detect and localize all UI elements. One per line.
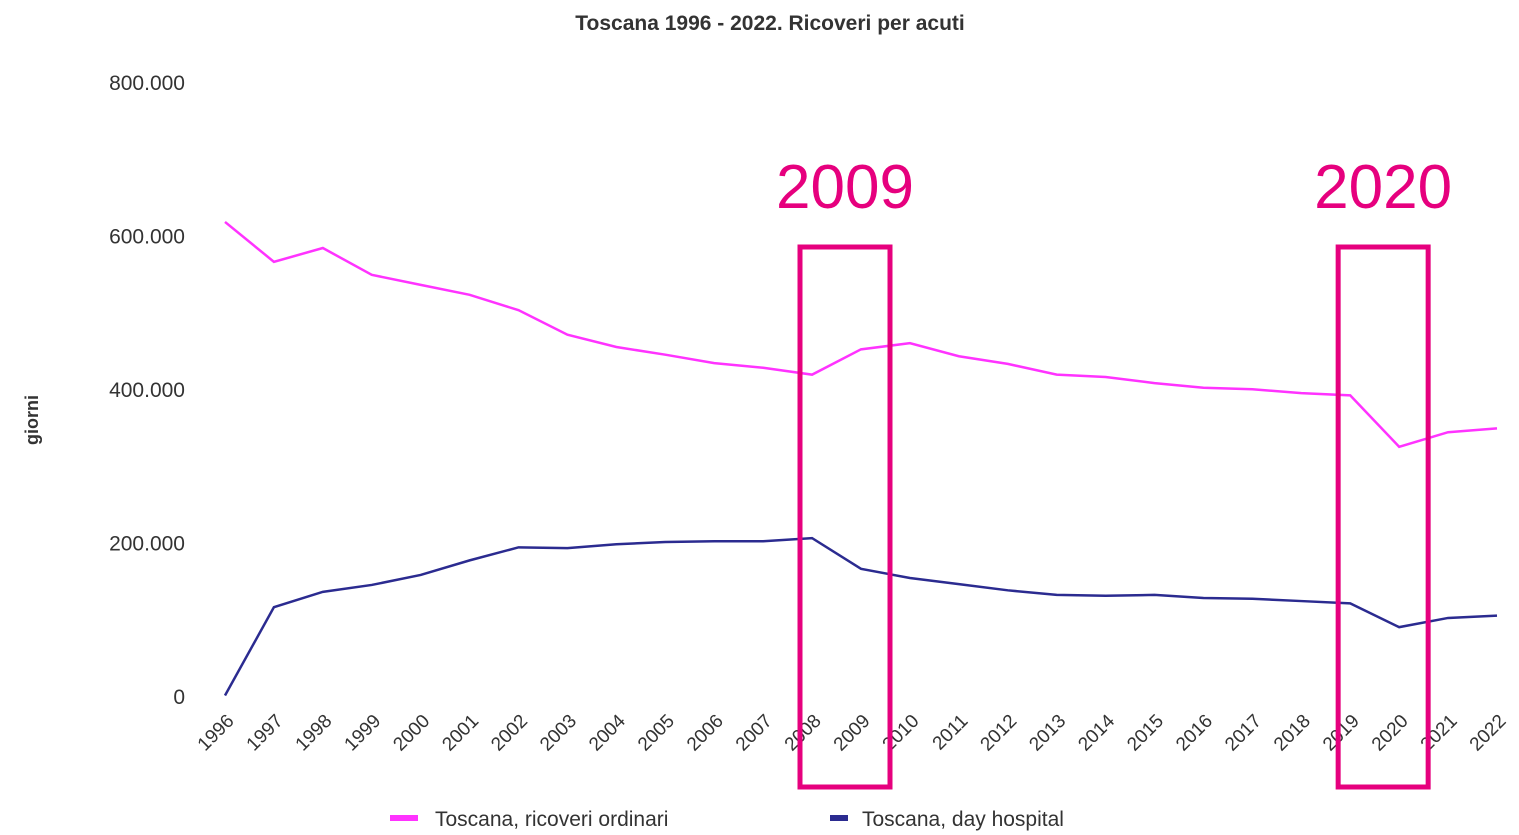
x-tick-label: 2011 [929,711,973,755]
series-line [224,220,1498,449]
y-tick-label: 200.000 [109,533,185,556]
x-tick-label: 1997 [243,711,288,756]
x-tick-label: 2018 [1270,711,1315,756]
x-tick-label: 2016 [1172,711,1217,756]
x-tick-label: 2006 [683,711,728,756]
x-tick-label: 1998 [292,711,337,756]
y-tick-label: 800.000 [109,72,185,95]
x-tick-label: 2010 [879,711,924,756]
x-tick-label: 1996 [194,711,239,756]
y-axis-title: giorni [22,395,42,445]
x-tick-label: 2012 [977,711,1022,756]
highlight-box [797,244,893,790]
y-tick-label: 400.000 [109,379,185,402]
x-tick-label: 2000 [389,711,434,756]
x-tick-label: 2020 [1368,711,1413,756]
x-tick-label: 2008 [781,711,826,756]
legend-swatch [390,815,418,821]
x-tick-label: 2001 [438,711,483,756]
x-tick-label: 2022 [1466,711,1511,756]
annotation: 2020 [1314,153,1452,222]
legend-label: Toscana, ricoveri ordinari [435,808,668,831]
y-tick-label: 600.000 [109,226,185,249]
legend-label: Toscana, day hospital [862,808,1064,831]
x-tick-label: 2003 [536,711,581,756]
series-line [223,536,1498,697]
x-tick-label: 2014 [1074,710,1119,755]
x-tick-label: 1999 [341,711,386,756]
annotation: 2009 [776,153,914,222]
chart-title: Toscana 1996 - 2022. Ricoveri per acuti [575,12,964,35]
legend-swatch [830,815,848,821]
y-tick-label: 0 [173,686,185,709]
x-tick-label: 2017 [1221,711,1266,756]
x-tick-label: 2013 [1025,711,1070,756]
highlight-box [1335,244,1431,790]
x-tick-label: 2019 [1319,711,1364,756]
x-tick-label: 2007 [732,711,777,756]
x-tick-label: 2002 [487,711,532,756]
x-tick-label: 2015 [1123,711,1168,756]
x-tick-label: 2021 [1417,711,1462,756]
x-tick-label: 2005 [634,711,679,756]
x-tick-label: 2004 [585,710,630,755]
x-tick-label: 2009 [830,711,875,756]
